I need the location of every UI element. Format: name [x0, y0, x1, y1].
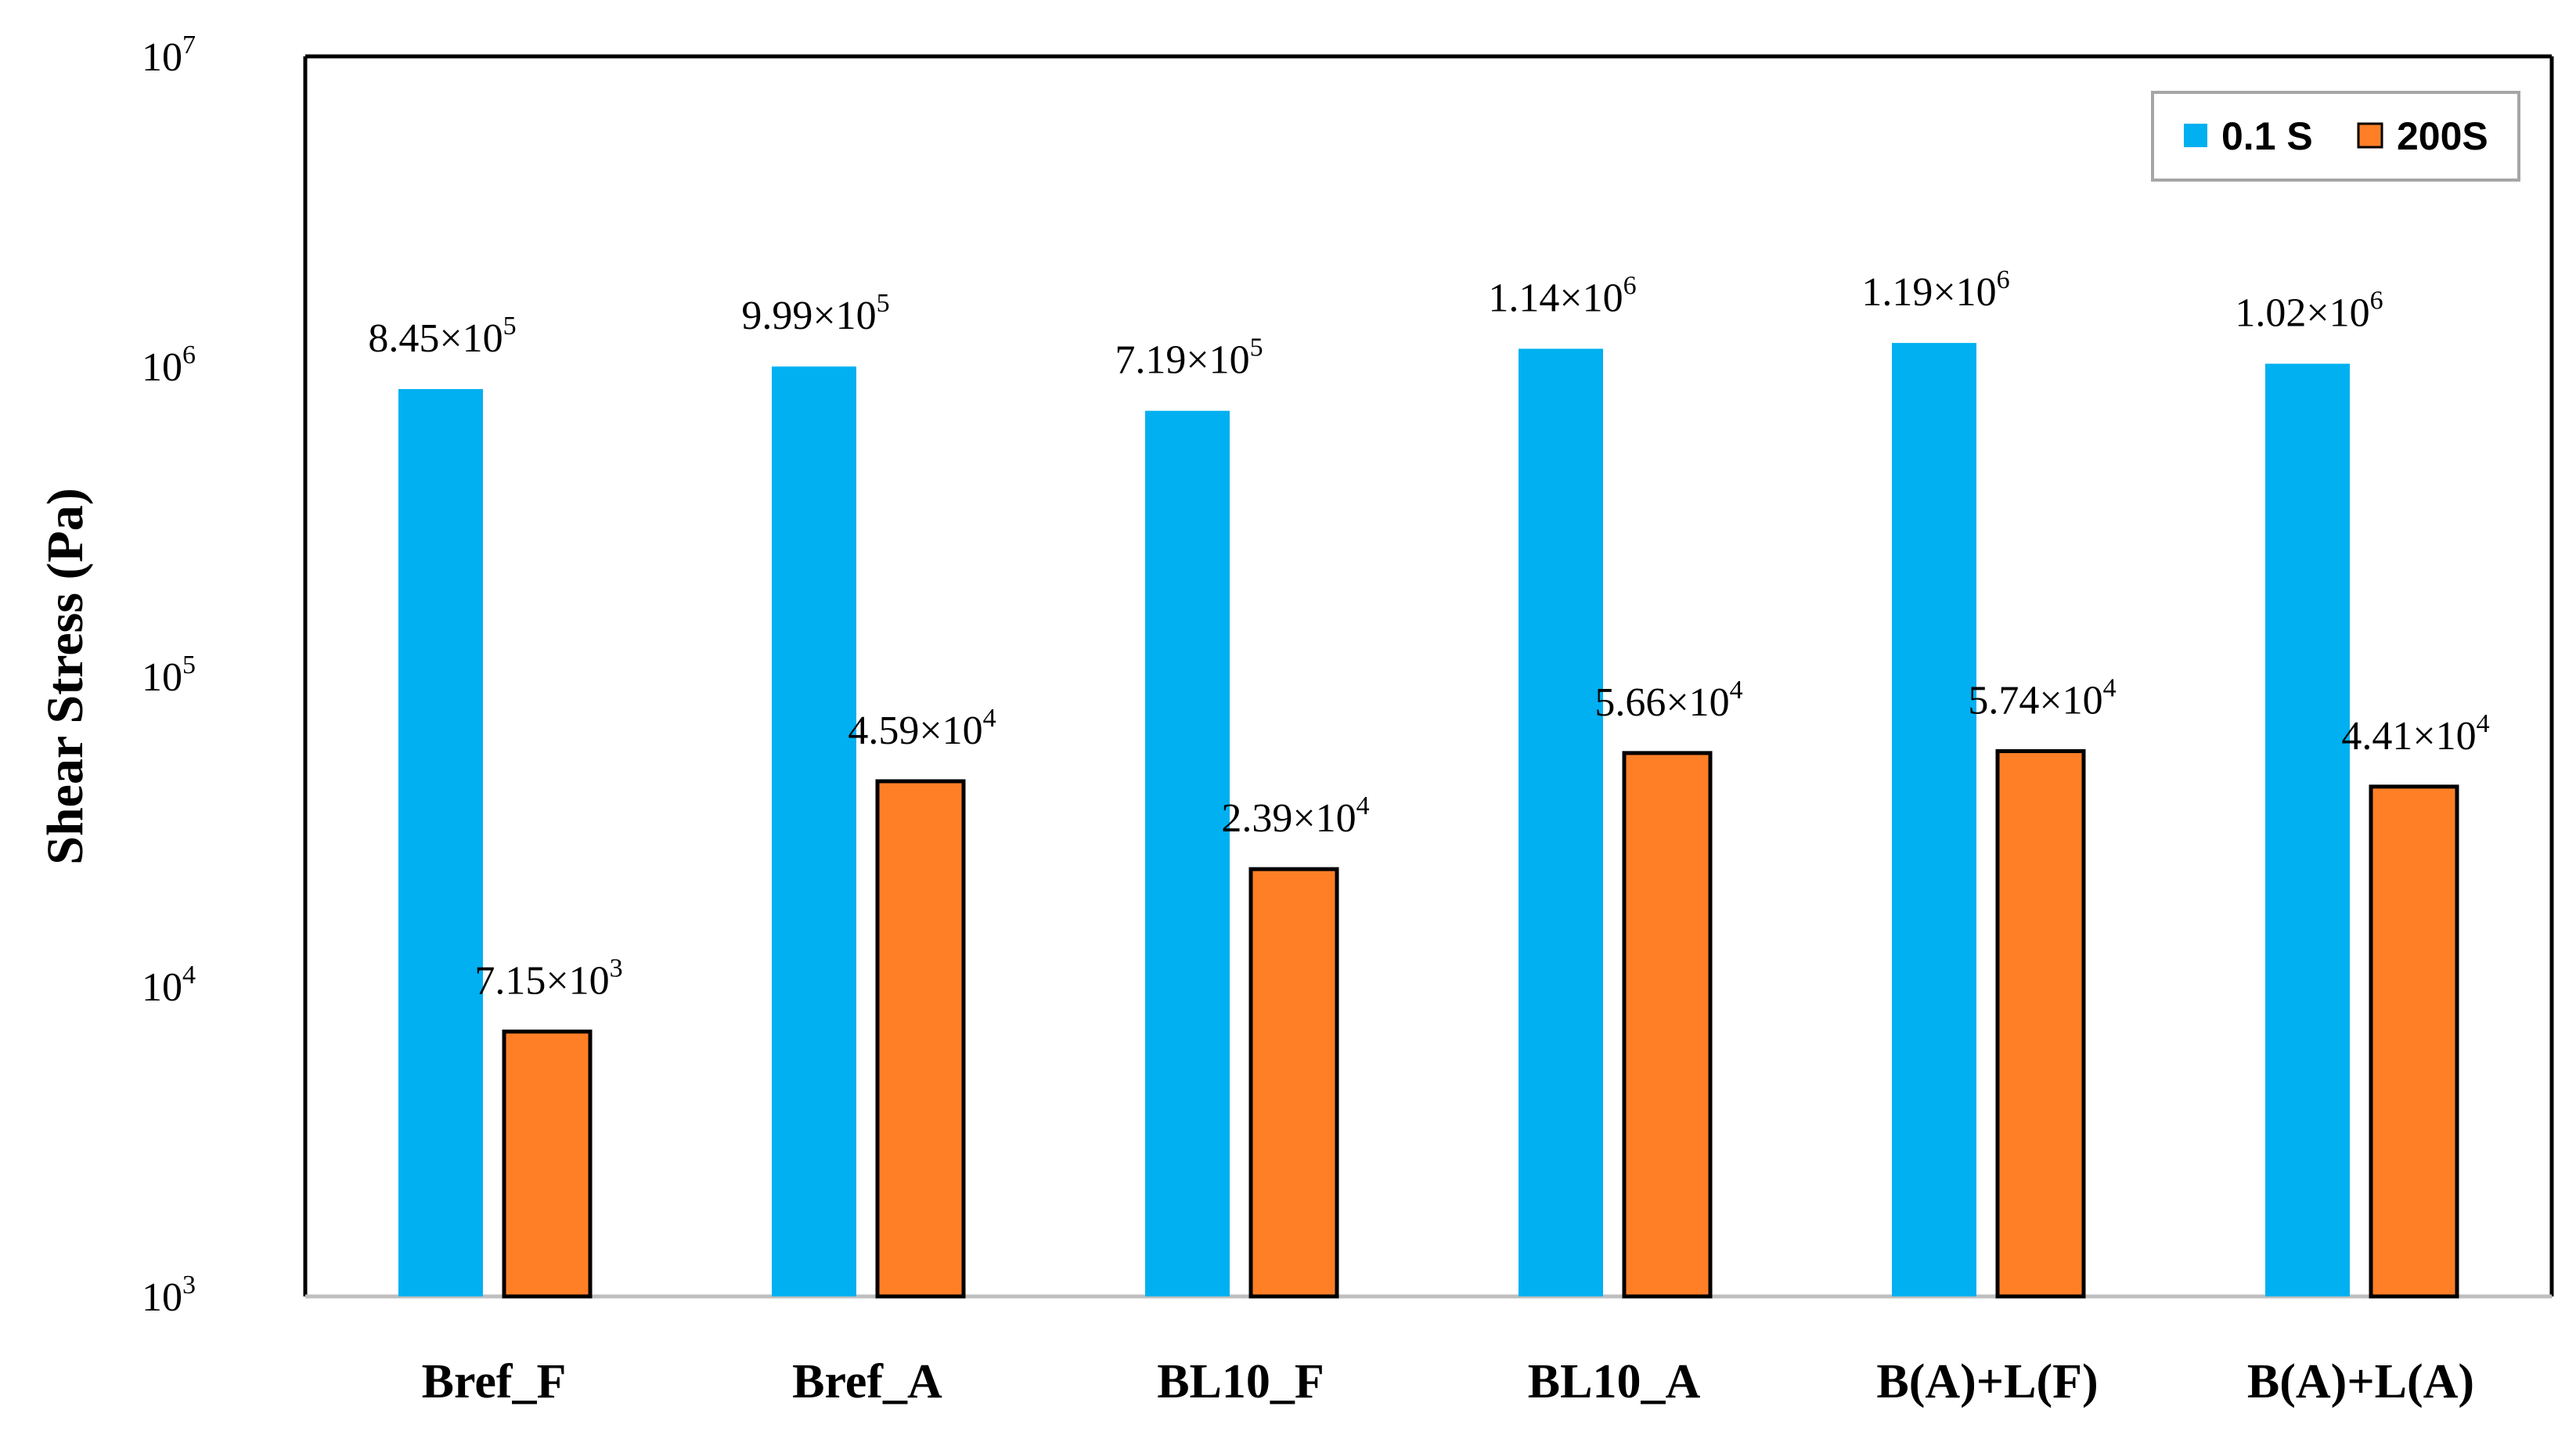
data-label-exponent: 4 — [1730, 676, 1743, 705]
category-label-b-a-l-f: B(A)+L(F) — [1876, 1355, 2098, 1408]
category-label-bl10-f: BL10_F — [1157, 1355, 1324, 1408]
data-label-0-1-s-bl10-f: 7.19×105 — [1115, 334, 1263, 383]
y-tick-label-1e5: 105 — [142, 651, 196, 700]
data-label-0-1-s-bl10-a: 1.14×106 — [1488, 271, 1636, 320]
data-label-0-1-s-b-a-l-f: 1.19×106 — [1861, 265, 2009, 315]
legend: 0.1 S 200S — [2151, 91, 2520, 182]
y-tick-label-1e4: 104 — [142, 961, 196, 1010]
data-label-mantissa: 5.74×10 — [1968, 678, 2102, 723]
legend-swatch-0.1s — [2184, 124, 2207, 147]
bar-0-1-s-bref-f — [398, 388, 483, 1297]
data-label-mantissa: 4.41×10 — [2341, 714, 2476, 759]
bar-200s-bl10-f — [1248, 867, 1339, 1299]
data-label-mantissa: 1.02×10 — [2235, 291, 2369, 336]
data-label-200s-bref-f: 7.15×103 — [474, 954, 622, 1004]
data-label-exponent: 3 — [610, 954, 623, 983]
category-label-bref-a: Bref_A — [792, 1355, 942, 1408]
data-label-exponent: 6 — [2370, 287, 2383, 315]
y-tick-exponent: 7 — [182, 31, 196, 59]
data-label-mantissa: 4.59×10 — [848, 708, 982, 753]
data-label-exponent: 6 — [1997, 265, 2010, 294]
bar-0-1-s-bl10-f — [1145, 410, 1230, 1296]
data-label-mantissa: 1.19×10 — [1861, 270, 1996, 315]
data-labels: 8.45×1057.15×1039.99×1054.59×1047.19×105… — [368, 265, 2489, 1004]
data-label-exponent: 5 — [503, 312, 517, 341]
y-tick-label-1e3: 103 — [142, 1271, 196, 1320]
data-label-200s-b-a-l-f: 5.74×104 — [1968, 673, 2116, 723]
data-label-exponent: 5 — [1250, 334, 1263, 362]
bar-0-1-s-b-a-l-f — [1892, 343, 1976, 1297]
data-label-mantissa: 1.14×10 — [1488, 276, 1623, 320]
data-label-exponent: 4 — [2103, 673, 2117, 702]
y-tick-base: 10 — [142, 345, 182, 390]
data-label-0-1-s-b-a-l-a: 1.02×106 — [2235, 287, 2383, 336]
category-label-bl10-a: BL10_A — [1528, 1355, 1701, 1408]
data-label-mantissa: 2.39×10 — [1221, 796, 1356, 841]
data-label-200s-bl10-f: 2.39×104 — [1221, 791, 1369, 841]
bar-200s-bref-a — [875, 779, 966, 1299]
data-label-200s-b-a-l-a: 4.41×104 — [2341, 709, 2489, 759]
y-tick-exponent: 4 — [182, 961, 196, 990]
y-tick-label-1e6: 106 — [142, 341, 196, 390]
data-label-exponent: 6 — [1623, 271, 1637, 300]
legend-swatch-200s — [2357, 122, 2383, 149]
data-label-mantissa: 7.19×10 — [1115, 338, 1249, 383]
bar-200s-bref-f — [502, 1029, 593, 1299]
y-tick-base: 10 — [142, 35, 182, 80]
data-label-exponent: 4 — [983, 704, 996, 733]
legend-box — [2151, 91, 2520, 182]
bar-0-1-s-b-a-l-a — [2265, 363, 2350, 1296]
y-tick-label-1e7: 107 — [142, 31, 196, 80]
y-tick-exponent: 6 — [182, 341, 196, 370]
data-label-mantissa: 9.99×10 — [741, 294, 876, 338]
data-label-exponent: 5 — [877, 289, 890, 318]
y-tick-base: 10 — [142, 655, 182, 700]
y-tick-base: 10 — [142, 1275, 182, 1320]
legend-label-200s: 200S — [2397, 114, 2488, 158]
category-label-bref-f: Bref_F — [422, 1355, 567, 1408]
y-tick-exponent: 5 — [182, 651, 196, 680]
y-tick-exponent: 3 — [182, 1271, 196, 1300]
category-label-b-a-l-a: B(A)+L(A) — [2247, 1355, 2474, 1408]
data-label-200s-bl10-a: 5.66×104 — [1594, 676, 1742, 725]
y-axis-label: Shear Stress (Pa) — [37, 488, 94, 865]
data-label-exponent: 4 — [2477, 709, 2490, 738]
y-tick-base: 10 — [142, 965, 182, 1010]
data-label-mantissa: 8.45×10 — [368, 316, 503, 361]
data-label-exponent: 4 — [1356, 791, 1370, 820]
data-label-0-1-s-bref-f: 8.45×105 — [368, 312, 516, 361]
bar-200s-b-a-l-f — [1995, 748, 2086, 1299]
data-label-200s-bref-a: 4.59×104 — [848, 704, 996, 753]
bar-0-1-s-bl10-a — [1519, 348, 1603, 1296]
data-label-mantissa: 5.66×10 — [1594, 680, 1729, 725]
bar-0-1-s-bref-a — [772, 366, 856, 1296]
legend-label-0.1s: 0.1 S — [2221, 114, 2313, 158]
bar-marks — [398, 343, 2459, 1299]
data-label-mantissa: 7.15×10 — [474, 959, 609, 1004]
bar-200s-bl10-a — [1622, 751, 1713, 1299]
data-label-0-1-s-bref-a: 9.99×105 — [741, 289, 889, 338]
category-labels: Bref_F Bref_A BL10_F BL10_A B(A)+L(F) B(A)+L(… — [422, 1355, 2474, 1408]
bar-200s-b-a-l-a — [2369, 784, 2459, 1299]
